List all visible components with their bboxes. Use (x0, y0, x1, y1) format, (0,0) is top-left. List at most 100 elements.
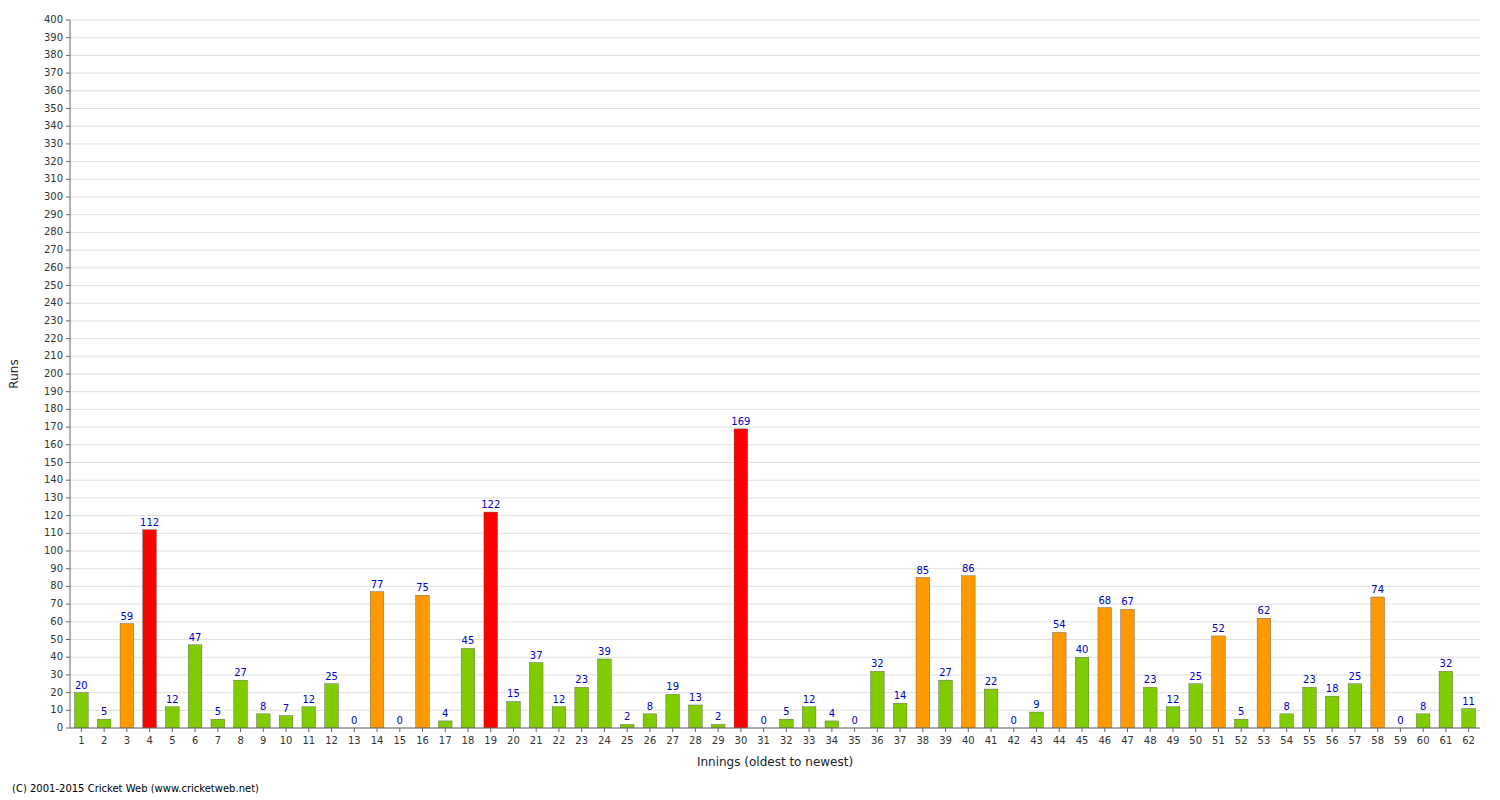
x-axis: 1234567891011121314151617181920212223242… (78, 728, 1475, 746)
bar (1030, 712, 1044, 728)
x-tick (195, 728, 196, 732)
bar (97, 719, 111, 728)
x-tick (1059, 728, 1060, 732)
x-tick-label: 33 (803, 735, 816, 746)
bar (825, 721, 839, 728)
bar (370, 592, 384, 728)
x-tick-label: 41 (985, 735, 998, 746)
x-tick (558, 728, 559, 732)
y-tick (66, 586, 70, 587)
data-label: 2 (624, 711, 630, 722)
data-label: 8 (1284, 701, 1290, 712)
y-tick (66, 604, 70, 605)
chart: 0102030405060708090100110120130140150160… (0, 0, 1500, 800)
grid-line (70, 232, 1480, 233)
x-tick (490, 728, 491, 732)
y-tick (66, 427, 70, 428)
x-tick-label: 32 (780, 735, 793, 746)
bar (598, 659, 612, 728)
grid-line (70, 320, 1480, 321)
data-label: 5 (215, 706, 221, 717)
data-label: 18 (1326, 683, 1339, 694)
x-tick (922, 728, 923, 732)
data-label: 23 (1144, 674, 1157, 685)
x-tick (1036, 728, 1037, 732)
x-tick (172, 728, 173, 732)
y-tick-label: 30 (50, 669, 63, 680)
y-tick (66, 674, 70, 675)
y-tick (66, 20, 70, 21)
data-label: 25 (1349, 671, 1362, 682)
x-tick (354, 728, 355, 732)
y-tick-label: 60 (50, 616, 63, 627)
x-tick-label: 58 (1371, 735, 1384, 746)
x-tick-label: 34 (825, 735, 838, 746)
y-tick-label: 180 (44, 403, 63, 414)
data-label: 40 (1076, 644, 1089, 655)
y-tick (66, 90, 70, 91)
bar (529, 663, 543, 728)
x-tick (1286, 728, 1287, 732)
grid-line (70, 73, 1480, 74)
data-label: 5 (783, 706, 789, 717)
x-tick-label: 39 (939, 735, 952, 746)
data-label: 169 (731, 416, 750, 427)
x-tick-label: 46 (1098, 735, 1111, 746)
x-tick (1423, 728, 1424, 732)
y-tick (66, 497, 70, 498)
x-tick (263, 728, 264, 732)
x-tick (1309, 728, 1310, 732)
x-tick (1445, 728, 1446, 732)
bar (916, 578, 930, 728)
grid-line (70, 533, 1480, 534)
x-tick-label: 54 (1280, 735, 1293, 746)
data-label: 54 (1053, 619, 1066, 630)
y-tick-label: 280 (44, 226, 63, 237)
bar (1121, 609, 1135, 728)
grid (70, 20, 1480, 728)
y-tick (66, 728, 70, 729)
grid-line (70, 338, 1480, 339)
data-label: 77 (371, 579, 384, 590)
x-tick-label: 12 (325, 735, 338, 746)
x-tick (104, 728, 105, 732)
y-tick (66, 338, 70, 339)
axes (70, 20, 1480, 728)
x-tick-label: 51 (1212, 735, 1225, 746)
grid-line (70, 285, 1480, 286)
data-label: 14 (894, 690, 907, 701)
grid-line (70, 197, 1480, 198)
x-tick (877, 728, 878, 732)
y-tick (66, 108, 70, 109)
x-tick-label: 16 (416, 735, 429, 746)
bar (939, 680, 953, 728)
data-label: 8 (260, 701, 266, 712)
bar (893, 703, 907, 728)
x-tick (649, 728, 650, 732)
data-label: 37 (530, 650, 543, 661)
y-tick-label: 140 (44, 474, 63, 485)
x-tick-label: 56 (1326, 735, 1339, 746)
x-tick-label: 6 (192, 735, 198, 746)
data-label: 19 (666, 681, 679, 692)
y-tick (66, 197, 70, 198)
y-tick-label: 10 (50, 704, 63, 715)
y-tick-label: 360 (44, 85, 63, 96)
x-tick (331, 728, 332, 732)
grid-line (70, 515, 1480, 516)
x-tick (991, 728, 992, 732)
bar (1212, 636, 1226, 728)
x-tick (377, 728, 378, 732)
data-label: 122 (481, 499, 500, 510)
grid-line (70, 409, 1480, 410)
y-tick (66, 179, 70, 180)
y-tick (66, 214, 70, 215)
data-label: 86 (962, 563, 975, 574)
y-tick (66, 126, 70, 127)
data-label: 0 (397, 715, 403, 726)
bar (1371, 597, 1385, 728)
x-tick (1218, 728, 1219, 732)
x-tick (1195, 728, 1196, 732)
data-label: 0 (1011, 715, 1017, 726)
y-tick-label: 220 (44, 333, 63, 344)
